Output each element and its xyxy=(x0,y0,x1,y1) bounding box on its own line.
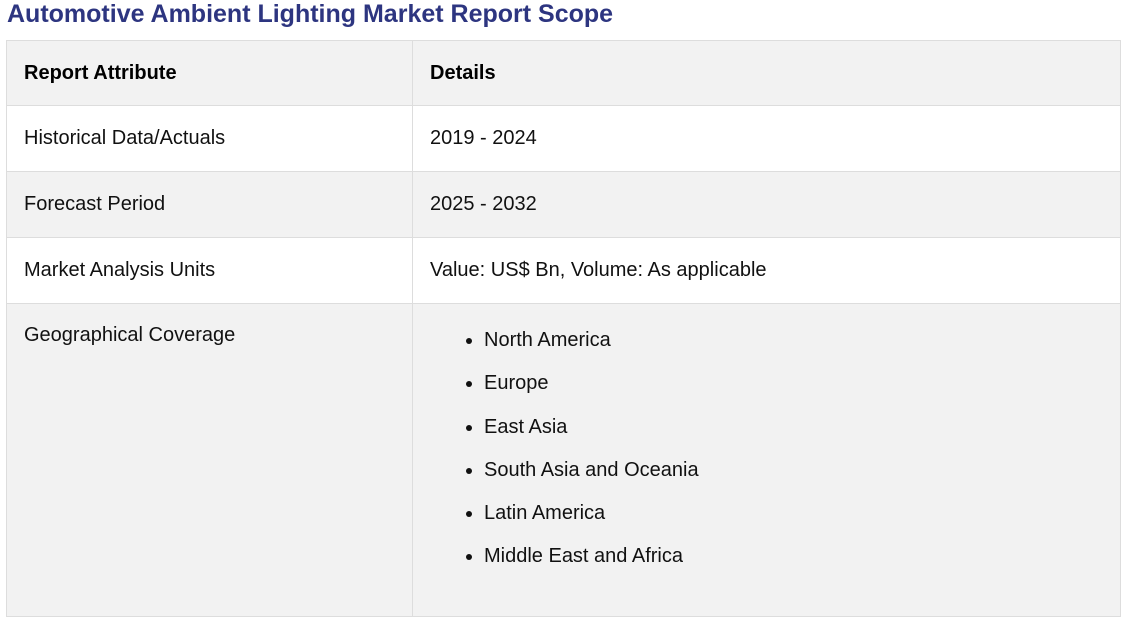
table-row: Historical Data/Actuals 2019 - 2024 xyxy=(6,105,1121,172)
list-item: East Asia xyxy=(484,415,1120,439)
list-item: North America xyxy=(484,328,1120,352)
list-item: Latin America xyxy=(484,501,1120,525)
report-scope-table: Report Attribute Details Historical Data… xyxy=(6,40,1121,617)
row-attribute: Forecast Period xyxy=(6,171,413,238)
list-item: Europe xyxy=(484,371,1120,395)
row-details: 2019 - 2024 xyxy=(412,105,1121,172)
geo-label: Geographical Coverage xyxy=(24,324,236,346)
table-row-geographical-coverage: Geographical Coverage North America Euro… xyxy=(6,303,1121,617)
table-header-row: Report Attribute Details xyxy=(6,40,1121,106)
table-row: Market Analysis Units Value: US$ Bn, Vol… xyxy=(6,237,1121,304)
row-attribute: Historical Data/Actuals xyxy=(6,105,413,172)
row-details: 2025 - 2032 xyxy=(412,171,1121,238)
list-item: Middle East and Africa xyxy=(484,544,1120,568)
row-details: North America Europe East Asia South Asi… xyxy=(412,303,1121,617)
region-list: North America Europe East Asia South Asi… xyxy=(430,328,1120,568)
list-item: South Asia and Oceania xyxy=(484,458,1120,482)
row-attribute: Geographical Coverage xyxy=(6,303,413,617)
row-attribute: Market Analysis Units xyxy=(6,237,413,304)
table-row: Forecast Period 2025 - 2032 xyxy=(6,171,1121,238)
header-details: Details xyxy=(412,40,1121,106)
header-report-attribute: Report Attribute xyxy=(6,40,413,106)
row-details: Value: US$ Bn, Volume: As applicable xyxy=(412,237,1121,304)
page-title: Automotive Ambient Lighting Market Repor… xyxy=(7,0,614,28)
